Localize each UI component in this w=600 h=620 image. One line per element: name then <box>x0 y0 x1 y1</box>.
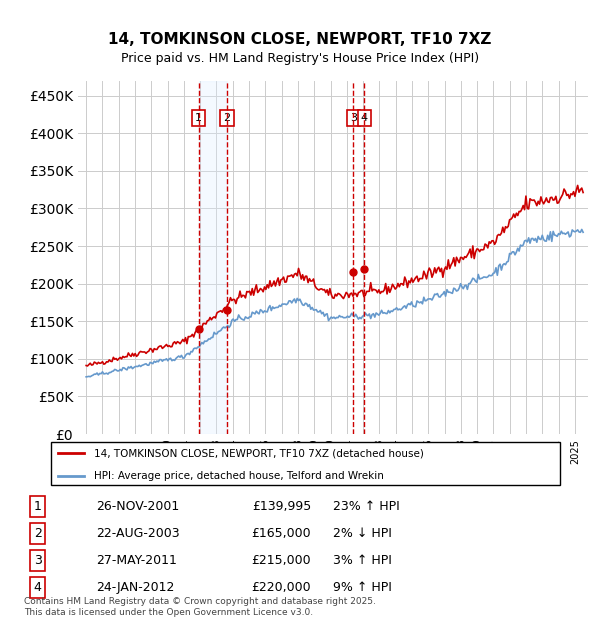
Text: £139,995: £139,995 <box>252 500 311 513</box>
Text: 27-MAY-2011: 27-MAY-2011 <box>96 554 176 567</box>
Text: 14, TOMKINSON CLOSE, NEWPORT, TF10 7XZ: 14, TOMKINSON CLOSE, NEWPORT, TF10 7XZ <box>109 32 491 46</box>
Text: 4: 4 <box>34 581 42 594</box>
Text: 1: 1 <box>195 113 202 123</box>
Text: 2% ↓ HPI: 2% ↓ HPI <box>333 527 392 540</box>
Text: Contains HM Land Registry data © Crown copyright and database right 2025.
This d: Contains HM Land Registry data © Crown c… <box>24 598 376 617</box>
Text: 3% ↑ HPI: 3% ↑ HPI <box>333 554 392 567</box>
Text: 22-AUG-2003: 22-AUG-2003 <box>96 527 179 540</box>
Text: 14, TOMKINSON CLOSE, NEWPORT, TF10 7XZ (detached house): 14, TOMKINSON CLOSE, NEWPORT, TF10 7XZ (… <box>94 448 424 458</box>
Text: 2: 2 <box>224 113 230 123</box>
Text: 23% ↑ HPI: 23% ↑ HPI <box>333 500 400 513</box>
Text: 1: 1 <box>34 500 42 513</box>
Bar <box>199 81 227 434</box>
Text: HPI: Average price, detached house, Telford and Wrekin: HPI: Average price, detached house, Telf… <box>94 471 385 480</box>
Text: £165,000: £165,000 <box>251 527 311 540</box>
Text: £215,000: £215,000 <box>251 554 311 567</box>
Text: £220,000: £220,000 <box>251 581 311 594</box>
Text: 3: 3 <box>350 113 357 123</box>
Text: Price paid vs. HM Land Registry's House Price Index (HPI): Price paid vs. HM Land Registry's House … <box>121 52 479 65</box>
Text: 24-JAN-2012: 24-JAN-2012 <box>96 581 174 594</box>
Text: 2: 2 <box>34 527 42 540</box>
Text: 9% ↑ HPI: 9% ↑ HPI <box>333 581 392 594</box>
FancyBboxPatch shape <box>50 442 560 485</box>
Text: 4: 4 <box>361 113 368 123</box>
Text: 3: 3 <box>34 554 42 567</box>
Text: 26-NOV-2001: 26-NOV-2001 <box>96 500 179 513</box>
